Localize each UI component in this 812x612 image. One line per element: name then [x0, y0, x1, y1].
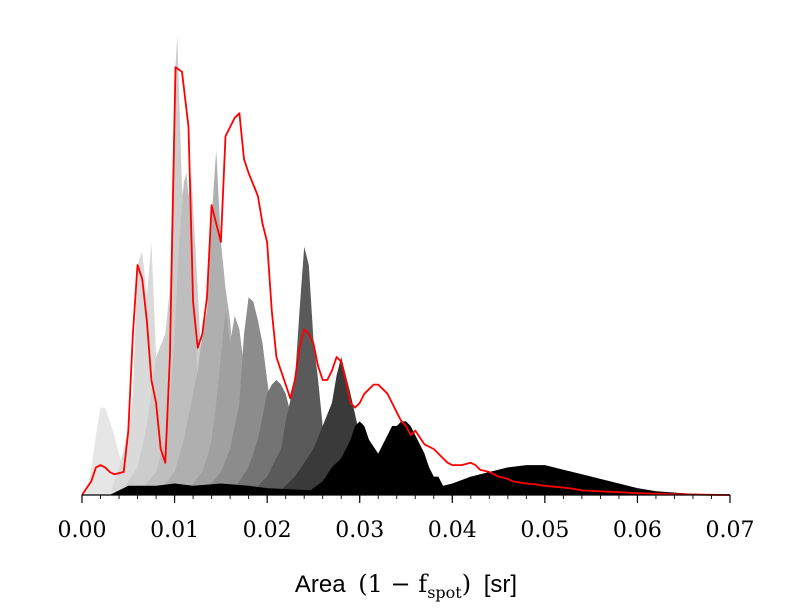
area-series-9: [248, 246, 342, 495]
highlight-series-line: [81, 66, 731, 496]
x-tick-label: 0.05: [520, 518, 569, 543]
area-series-12: [341, 421, 453, 495]
x-axis-label-math-close: ): [462, 570, 471, 598]
x-axis-label-prefix: Area: [295, 571, 346, 598]
x-tick-label: 0.00: [58, 518, 107, 543]
x-tick-label: 0.07: [706, 518, 755, 543]
x-tick-label: 0.01: [150, 518, 199, 543]
x-axis-tick-labels: 0.00 0.01 0.02 0.03 0.04 0.05 0.06 0.07: [58, 518, 755, 543]
x-axis-label-math-open: (1 −: [358, 570, 418, 598]
x-axis-label-suffix: [sr]: [484, 571, 517, 598]
x-axis-major-ticks: [81, 495, 731, 503]
highlight-series-group: [81, 66, 731, 496]
x-tick-label: 0.04: [428, 518, 477, 543]
area-series-group: [86, 35, 730, 495]
x-tick-label: 0.03: [335, 518, 384, 543]
area-series-14: [313, 465, 730, 495]
x-tick-label: 0.06: [613, 518, 662, 543]
x-axis-label-math-f: f: [418, 570, 429, 598]
x-axis-label-math-sub: spot: [427, 583, 462, 602]
x-axis-label: Area (1 − fspot) [sr]: [295, 570, 517, 602]
x-axis: 0.00 0.01 0.02 0.03 0.04 0.05 0.06 0.07: [58, 494, 755, 543]
x-tick-label: 0.02: [243, 518, 292, 543]
